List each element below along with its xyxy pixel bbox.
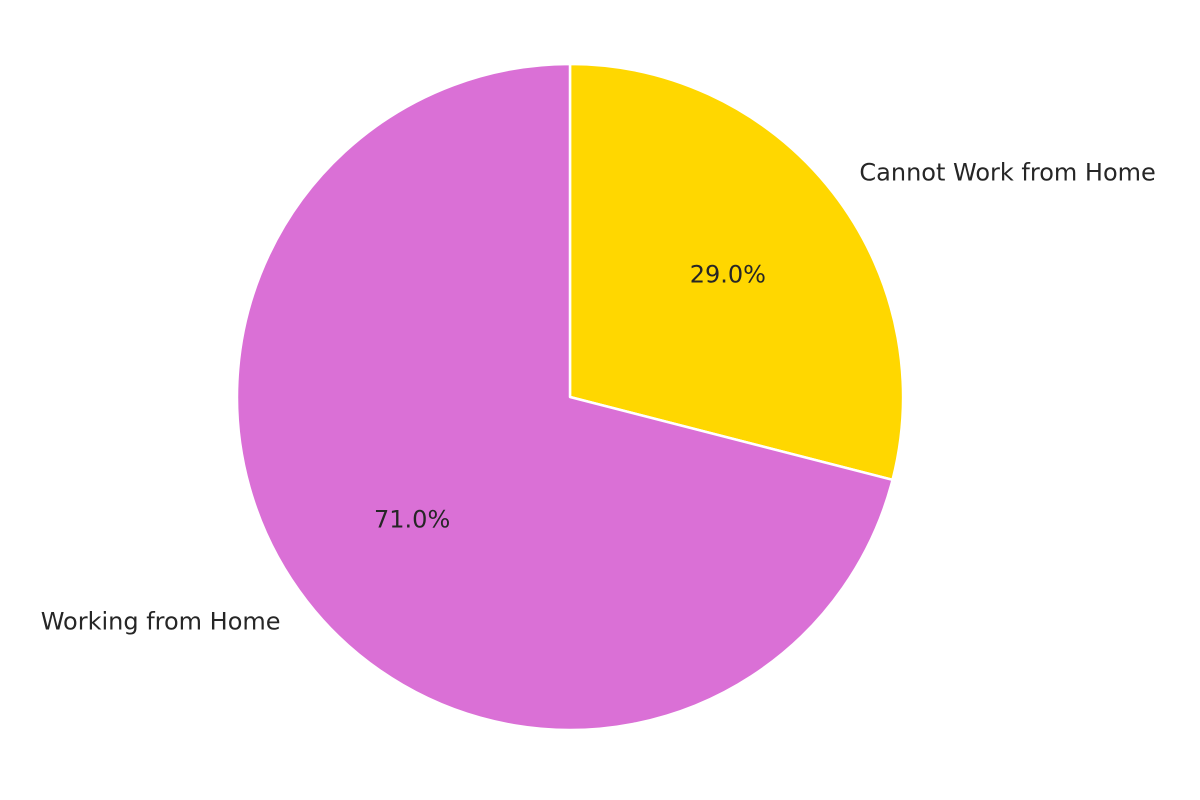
pie-slice-cannot-work-from-home (568, 62, 905, 482)
pie-category-label: Cannot Work from Home (859, 158, 1155, 186)
pie-category-label: Working from Home (41, 608, 281, 636)
pie-slice-working-from-home (235, 62, 894, 732)
pie-slices (235, 62, 905, 732)
pie-percent-label: 29.0% (690, 261, 766, 289)
pie-percent-label: 71.0% (374, 505, 450, 533)
pie-labels: 29.0% Cannot Work from Home 71.0% Working f… (41, 158, 1156, 635)
